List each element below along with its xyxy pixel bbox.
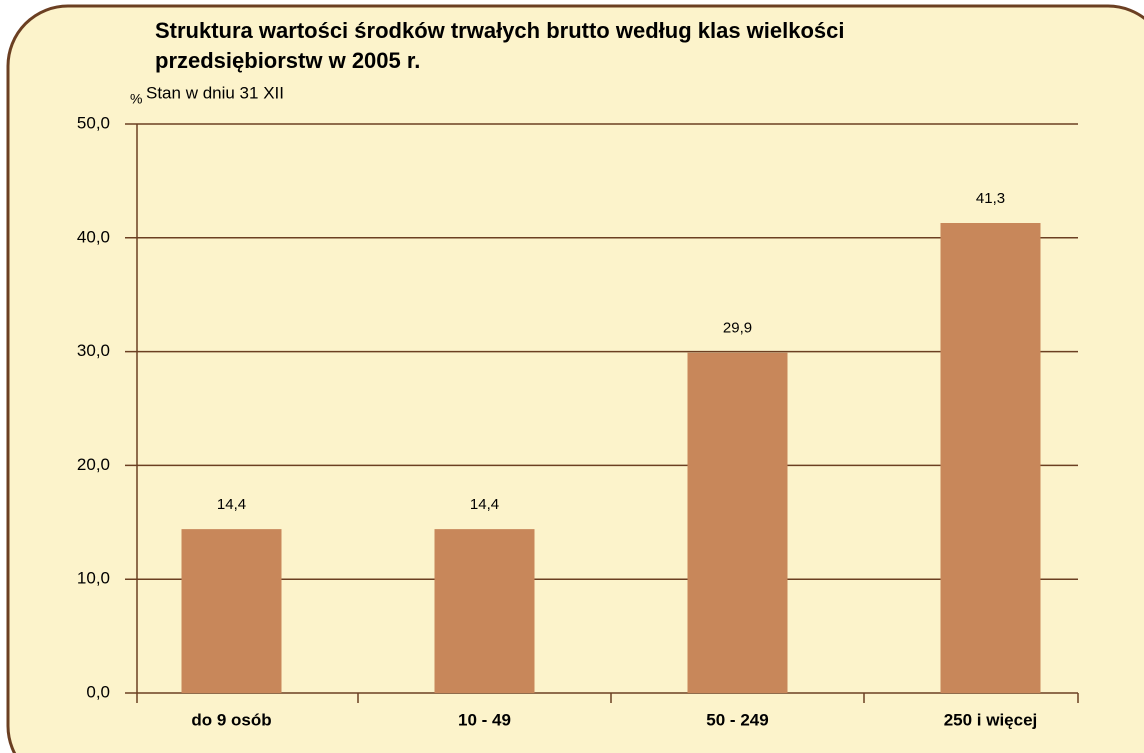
bar <box>434 529 535 693</box>
y-tick-label: 50,0 <box>77 113 110 132</box>
y-tick-label: 0,0 <box>86 682 110 701</box>
chart-subtitle: Stan w dniu 31 XII <box>146 83 284 102</box>
x-tick-label: do 9 osób <box>191 710 271 729</box>
x-tick-label: 250 i więcej <box>944 710 1038 729</box>
bar <box>940 223 1041 694</box>
y-axis-label: % <box>130 91 142 107</box>
value-label: 41,3 <box>976 190 1005 207</box>
value-label: 29,9 <box>723 320 752 337</box>
y-tick-label: 20,0 <box>77 455 110 474</box>
value-label: 14,4 <box>217 496 246 513</box>
chart-title: Struktura wartości środków trwałych brut… <box>155 18 845 43</box>
x-tick-label: 10 - 49 <box>458 710 511 729</box>
y-tick-label: 40,0 <box>77 227 110 246</box>
panel <box>6 4 1144 753</box>
y-tick-label: 30,0 <box>77 341 110 360</box>
x-tick-label: 50 - 249 <box>706 710 768 729</box>
bar <box>181 529 282 693</box>
value-label: 14,4 <box>470 496 499 513</box>
bar <box>687 352 788 693</box>
chart-title: przedsiębiorstw w 2005 r. <box>155 48 420 73</box>
y-tick-label: 10,0 <box>77 569 110 588</box>
